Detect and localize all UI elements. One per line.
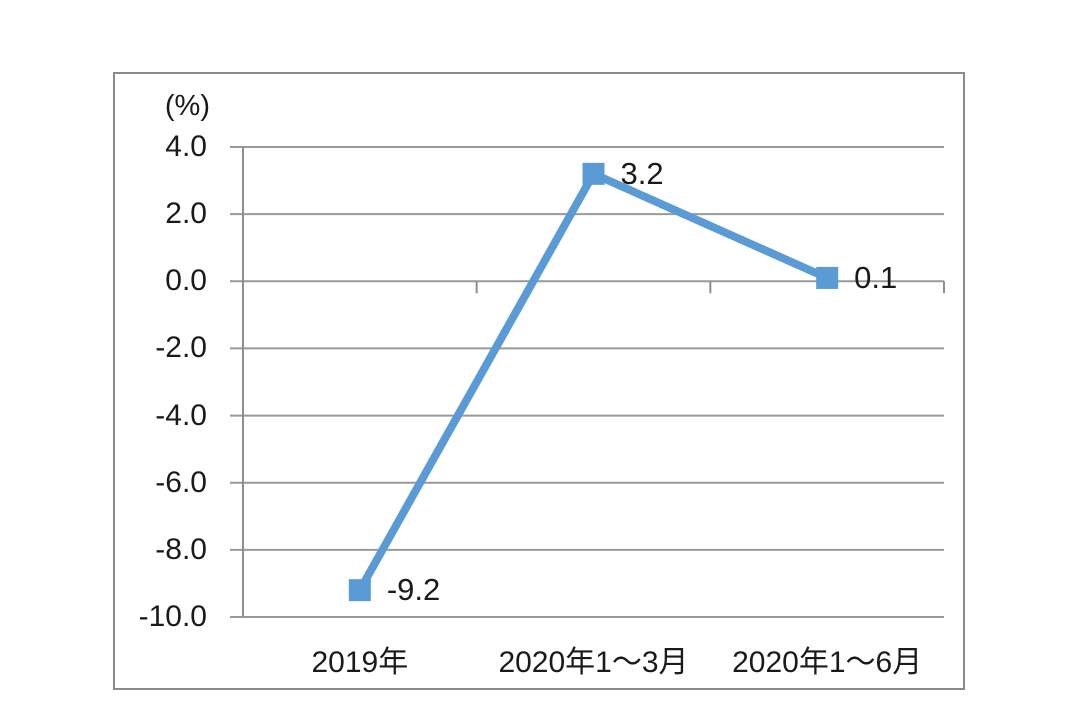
data-point-marker [582,162,605,185]
y-tick-label: -8.0 [155,532,207,566]
y-tick-label: -2.0 [155,331,207,365]
x-category-label: 2020年1～6月 [732,646,923,679]
y-tick-label: -10.0 [138,600,207,633]
data-label: 3.2 [620,155,664,191]
chart-frame [113,72,965,690]
y-axis-unit-label: (%) [164,90,210,122]
y-tick-label: -6.0 [155,465,207,499]
x-category-label: 2020年1～3月 [498,646,689,679]
series-line [356,168,829,593]
data-label: 0.1 [854,259,898,295]
y-tick-label: 2.0 [165,197,207,231]
y-tick-label: -4.0 [155,398,207,432]
data-label: -9.2 [386,572,441,608]
data-point-marker [816,266,839,289]
x-category-label: 2019年 [311,646,409,679]
y-tick-label: 0.0 [165,264,207,298]
y-tick-label: 4.0 [165,130,207,163]
data-point-marker [348,579,371,602]
